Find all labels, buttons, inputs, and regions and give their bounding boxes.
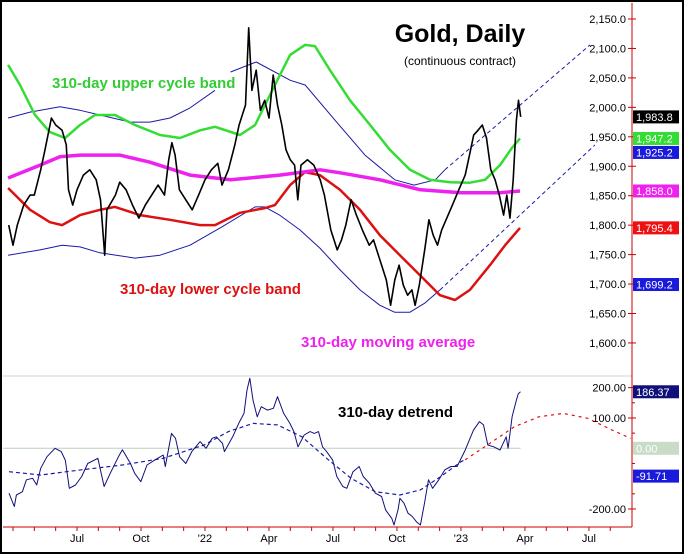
price-y-tick-label: 2,100.0 <box>589 43 626 55</box>
price-y-tick-label: 1,650.0 <box>589 309 626 321</box>
price-line <box>7 26 522 307</box>
price-value-label-text: 1,795.4 <box>636 223 673 235</box>
lower-cycle-band-line <box>7 170 521 302</box>
price-value-label-text: 1,947.2 <box>636 133 673 145</box>
price-y-tick-label: 1,700.0 <box>589 279 626 291</box>
price-y-tick-label: 1,750.0 <box>589 250 626 262</box>
detrend-value-label-text: 186.37 <box>636 387 670 399</box>
chart-title: Gold, Daily <box>395 20 526 48</box>
axes: 1,600.0 1,650.0 1,700.0 1,750.0 1,800.0 1,850… <box>3 3 679 545</box>
price-panel <box>7 26 596 313</box>
price-y-tick-label: 1,900.0 <box>589 161 626 173</box>
x-tick-label: Apr <box>516 533 533 545</box>
upper-envelope-projection <box>444 44 591 171</box>
price-y-tick-label: 2,050.0 <box>589 73 626 85</box>
price-value-label-text: 1,858.0 <box>636 186 673 198</box>
upper-band-annotation: 310-day upper cycle band <box>52 75 235 92</box>
price-value-label-box <box>633 278 679 292</box>
price-value-label-box <box>633 110 679 124</box>
price-value-label-box <box>633 221 679 235</box>
detrend-panel <box>3 375 632 526</box>
price-value-label-box <box>633 145 679 159</box>
detrend-cycle-line <box>8 422 466 496</box>
price-value-label-box <box>633 131 679 145</box>
detrend-value-label-box <box>633 469 679 483</box>
lower-band-annotation: 310-day lower cycle band <box>120 281 301 298</box>
detrend-line <box>8 377 521 526</box>
lower-envelope-projection <box>439 144 596 291</box>
price-value-label-text: 1,983.8 <box>636 112 673 124</box>
x-tick-label: Oct <box>132 533 149 545</box>
detrend-annotation: 310-day detrend <box>338 404 453 421</box>
detrend-y-tick-label: 100.00 <box>592 413 626 425</box>
price-value-label-box <box>633 184 679 198</box>
detrend-value-label-text: 0.00 <box>636 443 657 455</box>
x-tick-label: '23 <box>454 533 468 545</box>
detrend-value-label-text: -91.71 <box>636 471 667 483</box>
price-value-label-text: 1,925.2 <box>636 147 673 159</box>
price-y-tick-label: 2,150.0 <box>589 14 626 26</box>
upper-envelope-line-left <box>7 89 216 123</box>
detrend-value-label-box <box>633 385 679 399</box>
upper-envelope-line <box>230 61 446 186</box>
chart-subtitle: (continuous contract) <box>404 54 516 68</box>
price-y-tick-label: 1,950.0 <box>589 132 626 144</box>
x-tick-label: Jul <box>326 533 340 545</box>
x-tick-label: Apr <box>260 533 277 545</box>
moving-average-annotation: 310-day moving average <box>301 334 475 351</box>
moving-average-line <box>7 153 521 195</box>
price-value-label-text: 1,699.2 <box>636 280 673 292</box>
price-y-tick-label: 1,800.0 <box>589 220 626 232</box>
price-y-tick-label: 1,850.0 <box>589 191 626 203</box>
price-y-tick-label: 2,000.0 <box>589 102 626 114</box>
detrend-value-label-box <box>633 441 679 455</box>
detrend-y-tick-label: 200.00 <box>592 383 626 395</box>
x-tick-label: '22 <box>198 533 212 545</box>
x-tick-label: Jul <box>70 533 84 545</box>
x-tick-label: Oct <box>388 533 405 545</box>
x-tick-label: Jul <box>582 533 596 545</box>
detrend-y-tick-label: -200.00 <box>589 504 626 516</box>
price-y-tick-label: 1,600.0 <box>589 338 626 350</box>
